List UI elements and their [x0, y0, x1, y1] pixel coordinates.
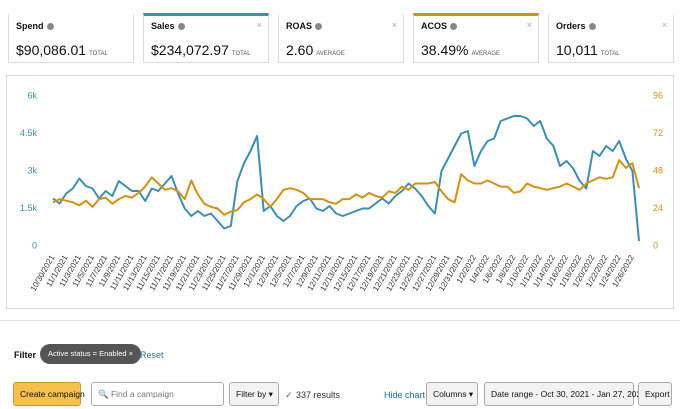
- metric-unit: AVERAGE: [471, 51, 501, 57]
- divider: [0, 320, 680, 321]
- filter-label: Filter: [14, 350, 37, 360]
- y2-tick-label: 72: [653, 128, 663, 138]
- info-icon: [177, 23, 185, 31]
- date-range-button[interactable]: Date range - Oct 30, 2021 - Jan 27, 2022: [484, 382, 646, 406]
- metric-label-text: Spend: [16, 21, 44, 31]
- y-tick-label: 0: [32, 240, 37, 250]
- close-icon: ×: [661, 20, 667, 30]
- hide-chart-link[interactable]: Hide chart: [384, 390, 426, 400]
- metric-unit: TOTAL: [89, 51, 108, 57]
- chip-text: Active status = Enabled: [48, 349, 127, 358]
- metric-value-text: 38.49%: [421, 42, 469, 58]
- metric-value-text: 10,011: [556, 42, 598, 58]
- filter-by-text: Filter by: [236, 389, 267, 399]
- metric-value-text: $234,072.97: [151, 42, 229, 58]
- metric-card: Orders × 10,011 TOTAL: [548, 13, 674, 63]
- metric-label: Orders: [556, 21, 596, 31]
- metric-label-text: Sales: [151, 21, 175, 31]
- metric-unit: TOTAL: [600, 51, 620, 57]
- metric-card: Spend $90,086.01 TOTAL: [8, 13, 134, 63]
- y2-tick-label: 0: [653, 240, 658, 250]
- info-icon: [450, 23, 458, 31]
- metric-label: Spend: [16, 21, 54, 31]
- metric-value-text: 2.60: [286, 42, 314, 58]
- metric-value-text: $90,086.01: [16, 42, 87, 58]
- search-placeholder: Find a campaign: [110, 389, 174, 399]
- create-campaign-button[interactable]: Create campaign: [13, 382, 85, 406]
- close-icon: ×: [391, 20, 397, 30]
- metric-value: 10,011 TOTAL: [556, 42, 620, 58]
- metric-label-text: ACOS: [421, 21, 448, 31]
- metric-label: ACOS: [421, 21, 458, 31]
- metric-label: Sales: [151, 21, 185, 31]
- results-count: 337 results: [296, 390, 341, 400]
- metric-card: ROAS × 2.60 AVERAGE: [278, 13, 404, 63]
- y-tick-label: 1.5k: [20, 203, 38, 213]
- y-tick-label: 4.5k: [20, 128, 38, 138]
- info-icon: [588, 23, 596, 31]
- info-icon: [46, 23, 54, 31]
- y-tick-label: 6k: [27, 90, 37, 100]
- export-button[interactable]: Export: [638, 382, 672, 406]
- y2-tick-label: 48: [653, 165, 663, 175]
- metric-value: $90,086.01 TOTAL: [16, 42, 108, 58]
- metric-label-text: Orders: [556, 21, 586, 31]
- filter-by-button[interactable]: Filter by ▾: [229, 382, 279, 406]
- y2-tick-label: 96: [653, 90, 663, 100]
- y-tick-label: 3k: [27, 165, 37, 175]
- filter-chip[interactable]: Active status = Enabled ×: [40, 344, 142, 364]
- info-icon: [315, 23, 323, 31]
- metric-card: Sales × $234,072.97 TOTAL: [143, 13, 269, 63]
- chart: 01.5k3k4.5k6k02448729610/30/202111/1/202…: [20, 90, 663, 292]
- y2-tick-label: 24: [653, 203, 663, 213]
- reset-link[interactable]: Reset: [140, 350, 164, 360]
- close-icon: ×: [526, 20, 532, 30]
- columns-button[interactable]: Columns ▾: [426, 382, 478, 406]
- metric-label: ROAS: [286, 21, 323, 31]
- metric-label-text: ROAS: [286, 21, 313, 31]
- series-line: [52, 115, 640, 242]
- columns-text: Columns: [433, 389, 467, 399]
- metric-value: $234,072.97 TOTAL: [151, 42, 251, 58]
- metric-unit: TOTAL: [231, 51, 251, 57]
- search-input[interactable]: 🔍 Find a campaign: [91, 382, 224, 406]
- metric-value: 38.49% AVERAGE: [421, 42, 500, 58]
- check-icon: ✓: [285, 390, 293, 400]
- metric-unit: AVERAGE: [316, 51, 345, 57]
- metric-value: 2.60 AVERAGE: [286, 42, 345, 58]
- chart-panel: 0 1.5k 3k 4.5k 6k 0 24 48 72 96 10/30/2021 11/1/202…: [6, 75, 674, 309]
- metric-card: ACOS × 38.49% AVERAGE: [413, 13, 539, 63]
- close-icon: ×: [256, 20, 262, 30]
- series-line: [52, 159, 640, 216]
